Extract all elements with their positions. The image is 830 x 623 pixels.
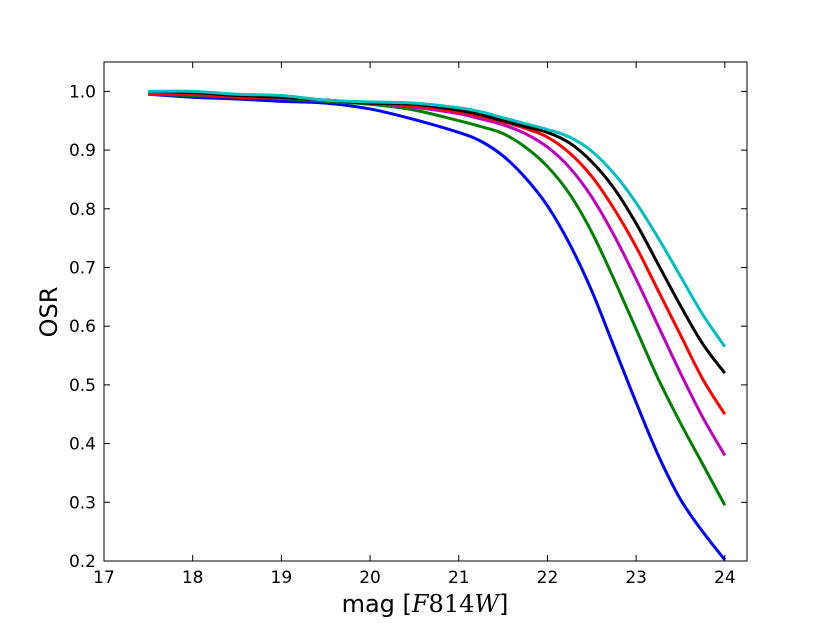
series-layer [148,89,727,561]
x-tick-label: 21 [448,568,470,588]
x-axis-label: mag [F814W] [342,590,509,618]
series-line-5 [148,89,727,348]
y-tick-label: 0.2 [69,552,96,572]
y-tick-label: 1.0 [69,82,96,102]
y-tick-label: 0.7 [69,258,96,278]
series-line-4 [148,89,727,375]
y-tick-label: 0.9 [69,141,96,161]
x-tick-label: 22 [537,568,559,588]
x-tick-label: 17 [93,568,115,588]
y-tick-label: 0.4 [69,435,96,455]
y-tick-label: 0.6 [69,317,96,337]
x-axis: 17 18 19 20 21 22 23 24 [93,62,736,588]
y-axis: 0.2 0.3 0.4 0.5 0.6 0.7 0.8 0.9 1.0 [69,82,747,572]
y-tick-label: 0.5 [69,376,96,396]
y-tick-label: 0.3 [69,493,96,513]
series-line-0 [148,92,727,561]
x-tick-label: 19 [271,568,293,588]
x-tick-label: 18 [182,568,204,588]
x-tick-label: 20 [359,568,381,588]
series-line-1 [148,92,727,506]
x-tick-label: 23 [625,568,647,588]
series-line-3 [148,92,727,416]
series-line-2 [148,92,727,457]
y-tick-label: 0.8 [69,200,96,220]
y-axis-label: OSR [35,287,63,338]
x-tick-label: 24 [714,568,736,588]
plot-frame [103,61,748,562]
